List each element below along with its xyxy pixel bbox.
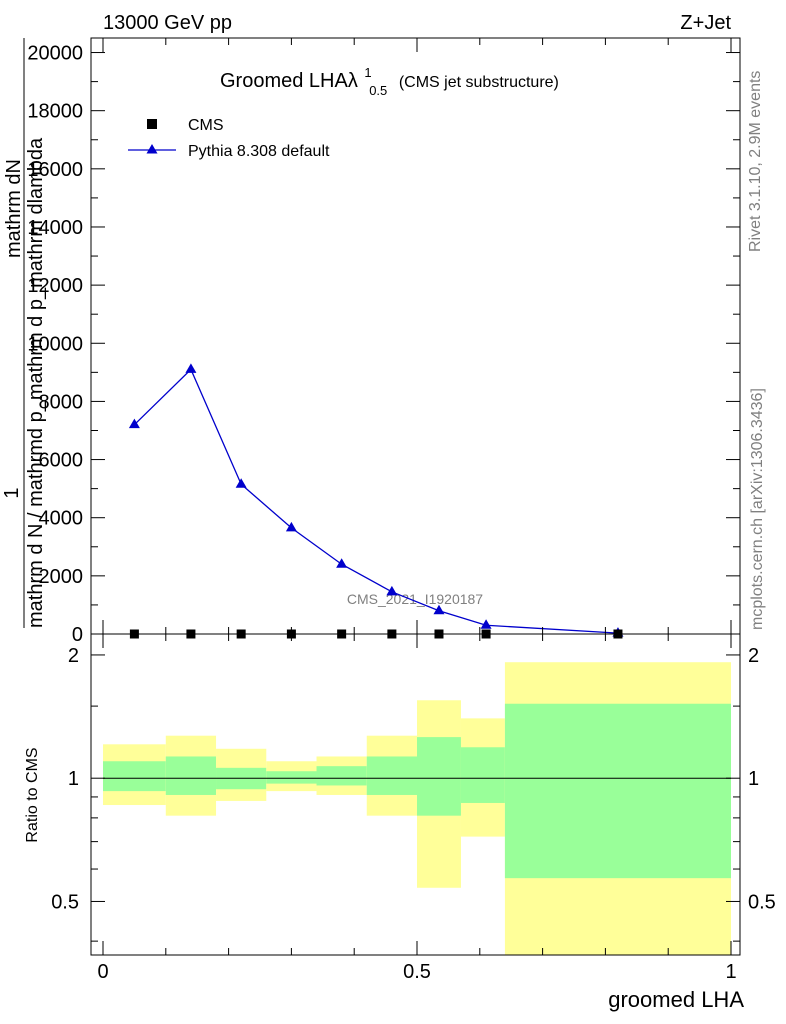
ratio-band-inner (316, 766, 367, 786)
main-y-tick-label: 10000 (27, 333, 83, 355)
main-y-tick-label: 12000 (27, 275, 83, 297)
ratio-band-inner (165, 756, 217, 795)
main-y-label: 1 mathrm dN mathrm d N / mathrmd p_mathr… (1, 38, 47, 628)
ylabel-numerator: mathrm dN (3, 159, 25, 258)
x-tick-label: 0 (97, 961, 108, 983)
ratio-plot-frame (90, 633, 741, 956)
main-y-axis: 0 2000 4000 6000 8000 10000 12000 14000 16000 180… (27, 38, 740, 646)
chart-title: Groomed LHAλ 1 0.5 (CMS jet substructure… (220, 60, 559, 100)
main-y-tick-label: 16000 (27, 159, 83, 181)
main-y-tick-label: 6000 (39, 450, 84, 472)
x-tick-label: 0.5 (403, 961, 431, 983)
header-left: 13000 GeV pp (103, 12, 232, 34)
data-point-pythia (433, 604, 445, 615)
ratio-y-tick-label-right: 1 (748, 768, 759, 790)
data-point-pythia (185, 363, 197, 373)
ratio-band-inner (366, 756, 417, 795)
data-point-pythia (386, 585, 398, 596)
ratio-y-label: Ratio to CMS (24, 747, 41, 842)
data-point-pythia (480, 619, 492, 629)
legend-label-pythia: Pythia 8.308 default (188, 143, 330, 160)
legend-marker-pythia (146, 144, 158, 154)
header-right: Z+Jet (680, 12, 731, 34)
ratio-y-tick-label: 2 (68, 645, 79, 667)
data-point-pythia (235, 478, 247, 488)
main-y-tick-label: 8000 (39, 391, 84, 413)
ratio-plot-area (103, 662, 731, 955)
ratio-y-tick-label: 0.5 (51, 891, 79, 913)
main-y-tick-label: 20000 (27, 43, 83, 65)
ratio-y-tick-label: 1 (68, 768, 79, 790)
ratio-band-inner (417, 737, 461, 816)
ylabel-top: 1 (1, 487, 23, 498)
data-point-pythia (285, 521, 297, 532)
side-text-top: Rivet 3.1.10, 2.9M events (747, 71, 764, 252)
main-y-tick-label: 18000 (27, 101, 83, 123)
ratio-band-inner (460, 747, 505, 803)
ylabel-denominator: mathrm d N / mathrmd p_mathrm d p_mathrm… (25, 137, 47, 628)
data-point-pythia (336, 558, 348, 568)
ratio-band-inner (266, 771, 317, 784)
legend-marker-cms (147, 119, 157, 129)
main-y-tick-label: 0 (72, 624, 83, 646)
watermark: CMS_2021_I1920187 (347, 591, 483, 607)
data-point-pythia (128, 418, 140, 429)
legend-label-cms: CMS (188, 117, 224, 134)
ratio-band-inner (103, 761, 166, 792)
main-y-tick-label: 4000 (39, 508, 84, 530)
main-y-tick-label: 2000 (39, 566, 84, 588)
x-tick-label: 1 (725, 961, 736, 983)
side-text-bottom: mcplots.cern.ch [arXiv:1306.3436] (749, 388, 766, 630)
ratio-axes: 0.5 0.5 1 1 2 2 0 0.5 1 (51, 634, 776, 983)
main-y-tick-label: 14000 (27, 217, 83, 239)
ratio-y-tick-label-right: 0.5 (748, 891, 776, 913)
legend: CMS Pythia 8.308 default (128, 117, 330, 160)
ratio-y-tick-label-right: 2 (748, 645, 759, 667)
ratio-band-inner (504, 703, 731, 879)
x-axis-label: groomed LHA (608, 987, 744, 1012)
